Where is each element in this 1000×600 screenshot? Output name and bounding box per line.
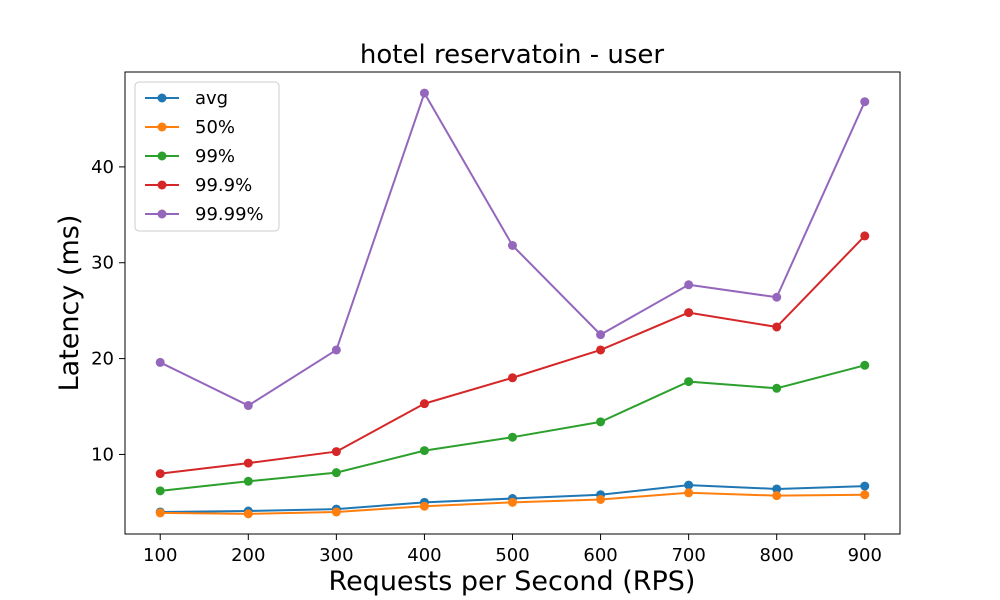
legend-item: 50% [145, 117, 235, 138]
data-point [596, 330, 606, 340]
legend-swatch-marker [157, 180, 167, 190]
data-point [243, 401, 253, 411]
chart-title: hotel reservatoin - user [360, 40, 664, 70]
x-axis-label: Requests per Second (RPS) [329, 566, 696, 597]
data-point [772, 484, 782, 494]
series-1 [155, 488, 870, 519]
data-point [596, 494, 606, 504]
x-tick-label: 500 [495, 545, 529, 566]
x-tick-label: 300 [319, 545, 353, 566]
legend-item: avg [145, 88, 228, 109]
legend-label: avg [195, 88, 228, 109]
data-point [772, 322, 782, 332]
data-point [596, 345, 606, 355]
legend-swatch-marker [157, 93, 167, 103]
legend-box [134, 81, 280, 232]
data-point [772, 292, 782, 302]
legend-swatch-marker [157, 122, 167, 132]
data-point [243, 476, 253, 486]
y-axis-label: Latency (ms) [54, 215, 85, 392]
data-point [772, 383, 782, 393]
data-point [243, 458, 253, 468]
data-point [331, 345, 341, 355]
data-point [419, 88, 429, 98]
data-point [243, 509, 253, 519]
y-tick-label: 10 [91, 444, 114, 465]
x-axis-ticks: 100 200 300 400 500 600 700 800 900 [143, 534, 882, 566]
data-point [860, 97, 870, 107]
series-layer [155, 88, 870, 519]
legend-label: 50% [195, 117, 235, 138]
data-point [419, 399, 429, 409]
data-point [684, 480, 694, 490]
series-4 [155, 88, 870, 411]
data-point [155, 357, 165, 367]
data-point [684, 308, 694, 318]
legend-item: 99.99% [145, 204, 264, 225]
data-point [508, 497, 517, 507]
data-point [860, 231, 870, 241]
legend-swatch-marker [157, 209, 167, 219]
data-point [684, 488, 694, 498]
y-axis-ticks: 10 20 30 40 [91, 157, 125, 465]
data-point [860, 490, 870, 500]
data-point [155, 486, 165, 496]
data-point [684, 280, 694, 290]
legend-swatch-marker [157, 151, 167, 161]
data-point [596, 417, 606, 427]
data-point [331, 468, 341, 478]
y-tick-label: 30 [91, 253, 114, 274]
series-2 [155, 360, 870, 496]
data-point [155, 508, 165, 518]
data-point [508, 240, 517, 250]
data-point [419, 446, 429, 456]
legend-label: 99% [195, 146, 235, 167]
legend-item: 99% [145, 146, 235, 167]
x-tick-label: 200 [231, 545, 265, 566]
x-tick-label: 900 [848, 545, 882, 566]
data-point [772, 491, 782, 501]
data-point [860, 360, 870, 370]
x-tick-label: 800 [760, 545, 794, 566]
data-point [860, 481, 870, 491]
x-tick-label: 100 [143, 545, 177, 566]
legend-item: 99.9% [145, 175, 252, 196]
data-point [508, 373, 517, 383]
x-tick-label: 400 [407, 545, 441, 566]
y-tick-label: 40 [91, 157, 114, 178]
x-tick-label: 600 [583, 545, 617, 566]
series-3 [155, 231, 870, 479]
legend-label: 99.9% [195, 175, 252, 196]
data-point [508, 432, 517, 442]
y-tick-label: 20 [91, 349, 114, 370]
data-point [419, 501, 429, 511]
x-tick-label: 700 [671, 545, 705, 566]
data-point [155, 469, 165, 479]
data-point [684, 377, 694, 387]
legend: avg 50% 99% 99.9% 99.99% [134, 81, 280, 232]
legend-label: 99.99% [195, 204, 264, 225]
data-point [331, 507, 341, 517]
data-point [331, 447, 341, 457]
